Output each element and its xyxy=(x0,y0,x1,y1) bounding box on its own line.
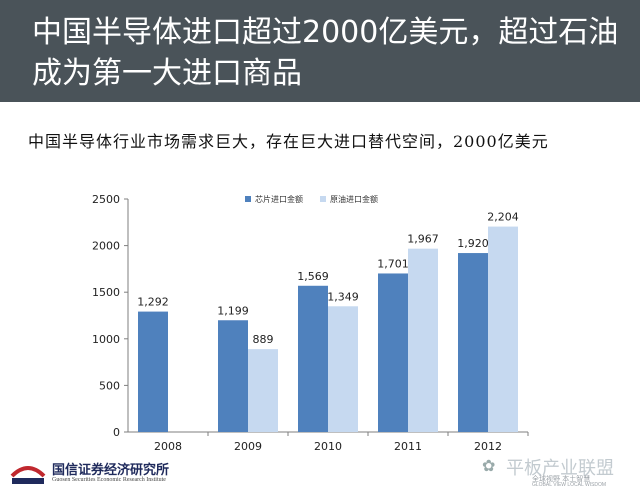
bar xyxy=(458,253,488,432)
wechat-icon: ✿ xyxy=(482,456,496,475)
y-tick-label: 2500 xyxy=(92,193,120,206)
data-label: 1,701 xyxy=(377,257,409,270)
legend-label: 原油进口金额 xyxy=(330,194,378,204)
legend-swatch xyxy=(245,196,251,202)
data-label: 1,292 xyxy=(137,296,169,309)
legend-swatch xyxy=(320,196,326,202)
x-tick-label: 2009 xyxy=(234,440,262,453)
x-tick-label: 2010 xyxy=(314,440,342,453)
bar xyxy=(488,226,518,432)
watermark-text: 平板产业联盟 xyxy=(506,458,614,479)
chart-subtitle: 中国半导体行业市场需求巨大，存在巨大进口替代空间，2000亿美元 xyxy=(28,132,549,151)
bar xyxy=(138,311,168,432)
y-tick-label: 0 xyxy=(113,426,120,439)
data-label: 2,204 xyxy=(487,211,519,224)
y-tick-label: 2000 xyxy=(92,240,120,253)
y-tick-label: 1000 xyxy=(92,333,120,346)
bar xyxy=(328,306,358,432)
bar xyxy=(248,349,278,432)
watermark-subtext-en: GLOBAL VIEW LOCAL WISDOM xyxy=(532,482,607,488)
x-tick-label: 2008 xyxy=(154,440,182,453)
data-label: 1,967 xyxy=(407,233,439,246)
data-label: 1,569 xyxy=(297,270,329,283)
y-tick-label: 500 xyxy=(99,379,120,392)
watermark-subtext: 全球视野 本土智慧 xyxy=(532,475,591,483)
org-name-en: Guosen Securities Economic Research Inst… xyxy=(52,477,166,483)
bar xyxy=(298,285,328,432)
x-tick-label: 2012 xyxy=(474,440,502,453)
x-tick-label: 2011 xyxy=(394,440,422,453)
org-name: 国信证券经济研究所 xyxy=(52,463,170,478)
data-label: 1,199 xyxy=(217,304,249,317)
legend-label: 芯片进口金额 xyxy=(255,194,303,204)
title-band: 中国半导体进口超过2000亿美元，超过石油成为第一大进口商品 xyxy=(0,0,640,102)
bar xyxy=(378,273,408,432)
data-label: 1,349 xyxy=(327,290,359,303)
y-tick-label: 1500 xyxy=(92,286,120,299)
page-title: 中国半导体进口超过2000亿美元，超过石油成为第一大进口商品 xyxy=(32,15,619,91)
bar xyxy=(408,248,438,432)
data-label: 889 xyxy=(253,333,274,346)
watermark: ✿ 平板产业联盟 全球视野 本土智慧 GLOBAL VIEW LOCAL WIS… xyxy=(482,456,632,490)
data-label: 1,920 xyxy=(457,237,489,250)
org-logo: 国信证券经济研究所 Guosen Securities Economic Res… xyxy=(6,456,206,492)
guosen-logo-icon xyxy=(10,466,46,484)
bar xyxy=(218,320,248,432)
